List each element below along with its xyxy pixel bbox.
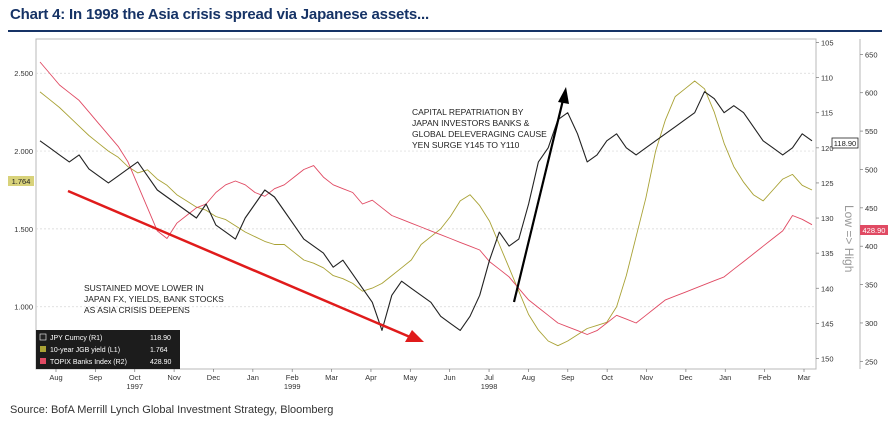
red-arrowhead [405,330,424,342]
right2-tick-label: 600 [865,89,878,98]
x-tick-label: Apr [365,373,377,382]
right-annotation-line-2: JAPAN INVESTORS BANKS & [412,118,530,128]
right-annotation-line-4: YEN SURGE Y145 TO Y110 [412,140,520,150]
right1-tick-label: 120 [821,144,834,153]
right1-tick-label: 125 [821,179,834,188]
right1-tick-label: 150 [821,354,834,363]
x-tick-label: Nov [167,373,181,382]
jpy-last-value-text: 118.90 [834,139,856,148]
black-arrow-line [512,99,565,303]
red-arrow [67,189,424,342]
right1-tick-label: 145 [821,319,834,328]
right2-tick-label: 350 [865,281,878,290]
legend-box [36,330,180,369]
x-tick-label: Jan [719,373,731,382]
x-tick-label: Oct [129,373,142,382]
x-year-label: 1998 [481,382,498,391]
right2-tick-label: 300 [865,319,878,328]
jgb-last-tag: 1.764 [8,176,34,186]
plot-area [35,38,817,370]
left-annotation: SUSTAINED MOVE LOWER IN JAPAN FX, YIELDS… [84,283,224,315]
source-note: Source: BofA Merrill Lynch Global Invest… [10,404,334,416]
left-tick-label: 2.500 [14,69,33,78]
legend-label-topix: TOPIX Banks Index (R2) [50,359,127,366]
right1-tick-label: 110 [821,74,833,83]
legend-swatch-jgb [40,346,46,352]
left-annotation-line-2: JAPAN FX, YIELDS, BANK STOCKS [84,294,224,304]
topix-last-value-tag [860,225,888,235]
left-tick-label: 1.000 [14,303,33,312]
right1-tick-label: 135 [821,249,834,258]
topix-last-value-text: 428.90 [863,226,886,235]
x-year-label: 1997 [126,382,143,391]
right1-tick-label: 105 [821,39,834,48]
x-year-label: 1999 [284,382,301,391]
x-tick-label: Jul [484,373,494,382]
right1-tick-label: 140 [821,284,834,293]
left-annotation-line-1: SUSTAINED MOVE LOWER IN [84,283,204,293]
black-arrowhead [558,87,569,104]
jgb-last-value-tag [8,176,34,186]
right2-tick-label: 650 [865,50,878,59]
right2-tick-label: 250 [865,357,878,366]
series-layer [39,61,813,347]
right2-tick-label: 450 [865,204,878,213]
legend-value-jpy: 118.90 [150,335,171,342]
x-tick-label: Feb [286,373,299,382]
right2-tick-label: 550 [865,127,878,136]
right-annotation-line-3: GLOBAL DELEVERAGING CAUSE [412,129,547,139]
legend-label-jgb: 10-year JGB yield (L1) [50,347,120,354]
legend-swatch-jpy [39,333,47,341]
series-line-2 [39,61,813,335]
right-annotation: CAPITAL REPATRIATION BY JAPAN INVESTORS … [412,107,547,150]
x-tick-label: Dec [679,373,693,382]
left-tick-label: 2.000 [14,147,33,156]
x-tick-label: May [403,373,417,382]
left-axis: 2.500 2.000 1.500 1.000 [14,69,33,311]
left-tick-label: 1.500 [14,225,33,234]
right2-tick-label: 500 [865,165,878,174]
chart-title: Chart 4: In 1998 the Asia crisis spread … [10,6,429,23]
black-arrow [512,87,569,303]
title-rule [8,30,882,32]
legend-value-topix: 428.90 [150,359,172,366]
x-tick-label: Aug [522,373,535,382]
legend-label-jpy: JPY Curncy (R1) [50,335,102,342]
x-tick-label: Jun [444,373,456,382]
jpy-last-value-tag [831,137,859,149]
x-tick-label: Sep [89,373,102,382]
x-tick-label: Feb [758,373,771,382]
right-axis-jpy: 105 110 115 120 125 130 135 140 145 150 [816,39,834,363]
series-line-1 [39,80,813,347]
series-line-0 [39,91,813,331]
x-tick-label: Sep [561,373,574,382]
x-tick-label: Mar [325,373,338,382]
red-arrow-line [67,189,411,339]
right-annotation-line-1: CAPITAL REPATRIATION BY [412,107,524,117]
right-axis-topix: 650 600 550 500 450 400 350 300 250 [859,39,878,369]
legend: JPY Curncy (R1) 118.90 10-year JGB yield… [36,330,180,369]
jgb-last-value-text: 1.764 [12,177,31,186]
x-tick-label: Dec [207,373,221,382]
right2-tick-label: 400 [865,242,878,251]
topix-last-tag: 428.90 [860,225,888,235]
right1-tick-label: 130 [821,214,834,223]
x-tick-label: Mar [798,373,811,382]
legend-value-jgb: 1.764 [150,347,168,354]
x-tick-label: Aug [49,373,62,382]
legend-swatch-topix [40,358,46,364]
jpy-last-tag: 118.90 [831,137,859,149]
x-axis: Aug Sep Oct Nov Dec Jan Feb Mar Apr May Jun Jul Aug S… [49,369,811,391]
x-tick-label: Oct [601,373,614,382]
right1-tick-label: 115 [821,109,833,118]
x-tick-label: Jan [247,373,259,382]
right-axis-label: Low => High [842,205,856,272]
x-tick-label: Nov [640,373,654,382]
left-annotation-line-3: AS ASIA CRISIS DEEPENS [84,305,190,315]
